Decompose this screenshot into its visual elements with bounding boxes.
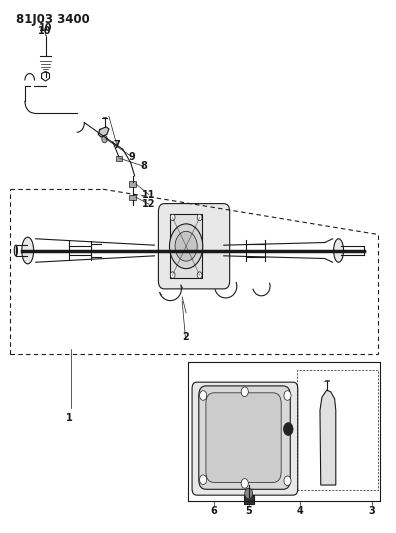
FancyBboxPatch shape: [244, 495, 254, 504]
FancyBboxPatch shape: [192, 382, 298, 495]
Polygon shape: [320, 390, 336, 485]
Ellipse shape: [333, 239, 344, 262]
Text: 1: 1: [66, 413, 73, 423]
Circle shape: [102, 135, 107, 143]
Circle shape: [169, 224, 203, 269]
Text: 7: 7: [113, 140, 120, 150]
Polygon shape: [170, 214, 202, 278]
Circle shape: [197, 214, 202, 221]
Circle shape: [197, 272, 202, 278]
Circle shape: [241, 479, 248, 488]
Text: 10: 10: [38, 26, 52, 36]
Text: 4: 4: [296, 506, 303, 515]
Circle shape: [284, 476, 291, 486]
Text: 10: 10: [39, 23, 52, 33]
FancyBboxPatch shape: [206, 393, 281, 482]
Ellipse shape: [22, 237, 34, 264]
FancyBboxPatch shape: [158, 204, 230, 289]
Circle shape: [200, 475, 207, 484]
Text: 81J03 3400: 81J03 3400: [16, 13, 89, 26]
Circle shape: [245, 488, 253, 499]
Text: 3: 3: [369, 506, 376, 515]
Text: 6: 6: [210, 506, 217, 515]
Text: 8: 8: [140, 161, 147, 171]
Ellipse shape: [14, 245, 17, 256]
Circle shape: [170, 272, 175, 278]
FancyBboxPatch shape: [129, 181, 136, 187]
FancyBboxPatch shape: [129, 195, 136, 200]
Circle shape: [200, 391, 207, 400]
Circle shape: [170, 214, 175, 221]
FancyBboxPatch shape: [116, 156, 122, 161]
Circle shape: [284, 423, 293, 435]
FancyBboxPatch shape: [199, 386, 290, 489]
Text: 2: 2: [182, 332, 189, 342]
Circle shape: [175, 231, 197, 261]
Polygon shape: [98, 127, 109, 137]
Text: 11: 11: [142, 190, 156, 199]
Circle shape: [241, 387, 248, 397]
Circle shape: [284, 391, 291, 400]
Text: 9: 9: [128, 152, 135, 161]
Text: 12: 12: [142, 199, 156, 209]
Text: 5: 5: [245, 506, 252, 515]
